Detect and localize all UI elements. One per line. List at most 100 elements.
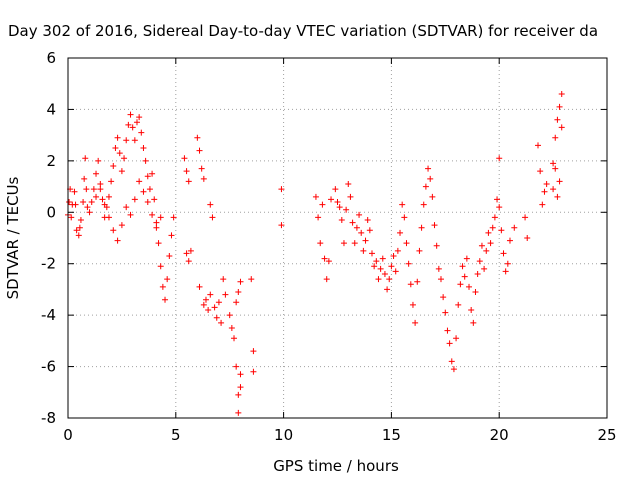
data-point: [237, 384, 244, 391]
data-point: [500, 250, 507, 257]
data-point: [552, 165, 559, 172]
data-point: [506, 237, 513, 244]
data-point: [220, 276, 227, 283]
data-point: [211, 304, 218, 311]
data-point: [474, 271, 481, 277]
data-point: [386, 276, 393, 283]
data-point: [399, 201, 406, 208]
data-point: [82, 155, 89, 162]
data-point: [351, 240, 358, 247]
data-point: [416, 247, 423, 254]
data-point: [511, 224, 518, 231]
data-point: [185, 258, 192, 265]
data-point: [166, 253, 173, 259]
data-point: [405, 260, 412, 267]
data-point: [450, 366, 457, 373]
data-point: [140, 145, 147, 151]
y-tick-label: 6: [46, 49, 56, 67]
data-point: [478, 242, 485, 249]
data-point: [494, 196, 501, 203]
data-point: [463, 255, 470, 262]
data-point: [237, 371, 244, 378]
data-point: [481, 265, 488, 272]
data-point: [537, 168, 544, 175]
data-point: [196, 147, 203, 154]
data-point: [312, 193, 319, 200]
x-axis-label: GPS time / hours: [273, 457, 399, 475]
data-point: [73, 227, 80, 234]
data-point: [401, 214, 408, 221]
data-point: [435, 265, 442, 272]
data-point: [427, 175, 434, 182]
data-point: [453, 335, 460, 342]
data-point: [68, 214, 75, 221]
chart-title: Day 302 of 2016, Sidereal Day-to-day VTE…: [8, 22, 598, 40]
data-point: [554, 193, 561, 200]
data-point: [358, 229, 365, 236]
data-point: [149, 170, 156, 177]
data-point: [524, 235, 531, 241]
data-point: [97, 186, 104, 193]
data-point: [183, 168, 190, 175]
data-point: [496, 204, 503, 211]
y-tick-label: 0: [46, 203, 56, 221]
data-point: [468, 307, 475, 313]
data-point: [409, 301, 416, 308]
data-point: [80, 199, 87, 205]
data-point: [325, 258, 332, 265]
data-point: [340, 240, 347, 247]
data-point: [472, 289, 479, 295]
data-point: [118, 222, 125, 229]
data-point: [328, 196, 335, 203]
data-point: [356, 211, 363, 218]
data-point: [162, 296, 169, 303]
data-point: [390, 253, 397, 259]
data-point: [93, 193, 100, 200]
y-tick-label: -4: [41, 306, 56, 324]
data-point: [349, 219, 356, 226]
data-point: [81, 175, 88, 182]
data-point: [384, 286, 391, 293]
data-point: [153, 224, 160, 231]
data-point: [95, 157, 102, 164]
data-point: [105, 193, 112, 200]
data-point: [202, 296, 209, 303]
data-point: [90, 186, 97, 193]
plot-frame: [67, 57, 608, 419]
data-point: [489, 224, 496, 231]
data-point: [556, 178, 563, 185]
data-point: [487, 240, 494, 247]
data-point: [140, 188, 147, 195]
data-point: [207, 291, 214, 298]
x-tick-label: 25: [597, 426, 616, 444]
data-point: [88, 199, 95, 205]
data-point: [379, 255, 386, 262]
data-point: [155, 240, 162, 247]
data-point: [233, 363, 240, 370]
data-point: [315, 214, 322, 221]
data-point: [194, 134, 201, 141]
data-point: [215, 299, 222, 306]
data-point: [209, 214, 216, 221]
data-point: [414, 278, 421, 285]
data-point: [522, 214, 529, 221]
data-point: [334, 199, 341, 205]
data-point: [392, 268, 399, 275]
data-point: [231, 335, 238, 342]
data-point: [205, 307, 212, 313]
data-point: [133, 119, 140, 126]
data-point: [129, 124, 136, 131]
data-point: [483, 247, 490, 254]
data-point: [485, 229, 492, 236]
data-point: [168, 232, 175, 239]
data-point: [121, 155, 128, 162]
data-point: [418, 224, 425, 231]
data-point: [114, 134, 121, 141]
data-point: [151, 196, 158, 203]
data-point: [422, 183, 429, 190]
data-point: [83, 186, 90, 193]
data-point: [461, 273, 468, 280]
data-point: [123, 137, 130, 144]
data-point: [196, 283, 203, 290]
data-point: [550, 160, 557, 167]
